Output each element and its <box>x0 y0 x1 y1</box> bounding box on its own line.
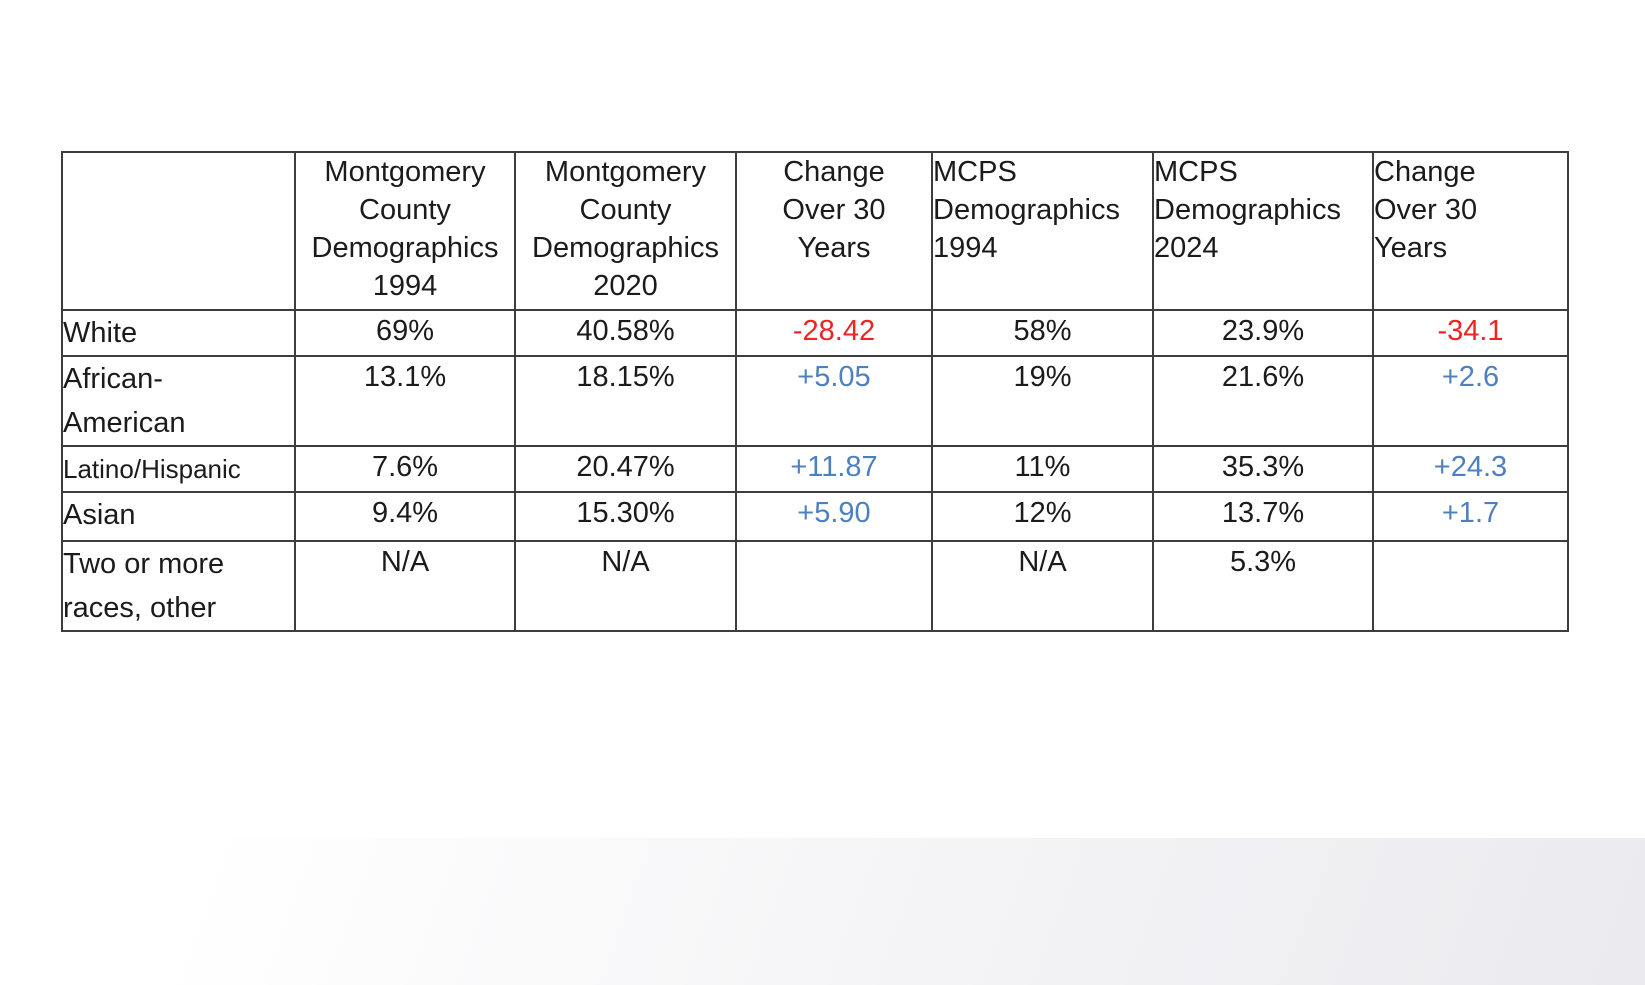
col-header-moco-1994: Montgomery County Demographics 1994 <box>294 151 516 311</box>
cell-latino-mcps-1994: 11% <box>931 445 1154 493</box>
cell-latino-mcps-2024: 35.3% <box>1152 445 1374 493</box>
cell-two-moco-change <box>735 540 933 632</box>
cell-white-mcps-change: -34.1 <box>1372 309 1569 357</box>
cell-latino-moco-1994: 7.6% <box>294 445 516 493</box>
cell-african-mcps-2024: 21.6% <box>1152 355 1374 447</box>
row-label-african-american: African- American <box>61 355 296 447</box>
cell-white-moco-1994: 69% <box>294 309 516 357</box>
table-row-white: White 69% 40.58% -28.42 58% 23.9% -34.1 <box>61 309 1569 357</box>
col-header-mcps-2024: MCPS Demographics 2024 <box>1152 151 1374 311</box>
cell-asian-mcps-1994: 12% <box>931 491 1154 542</box>
table-row-asian: Asian 9.4% 15.30% +5.90 12% 13.7% +1.7 <box>61 491 1569 542</box>
col-header-moco-2020: Montgomery County Demographics 2020 <box>514 151 737 311</box>
cell-two-mcps-2024: 5.3% <box>1152 540 1374 632</box>
cell-two-moco-2020: N/A <box>514 540 737 632</box>
row-label-asian: Asian <box>61 491 296 542</box>
cell-two-moco-1994: N/A <box>294 540 516 632</box>
cell-asian-mcps-change: +1.7 <box>1372 491 1569 542</box>
page-bottom-shading <box>0 838 1645 985</box>
cell-white-moco-2020: 40.58% <box>514 309 737 357</box>
cell-white-mcps-2024: 23.9% <box>1152 309 1374 357</box>
demographics-table: Montgomery County Demographics 1994 Mont… <box>61 151 1569 632</box>
cell-two-mcps-change <box>1372 540 1569 632</box>
row-label-two-or-more: Two or more races, other <box>61 540 296 632</box>
cell-latino-moco-change: +11.87 <box>735 445 933 493</box>
row-label-white: White <box>61 309 296 357</box>
cell-african-moco-change: +5.05 <box>735 355 933 447</box>
col-header-mcps-change: Change Over 30 Years <box>1372 151 1569 311</box>
cell-asian-moco-2020: 15.30% <box>514 491 737 542</box>
cell-african-moco-2020: 18.15% <box>514 355 737 447</box>
row-label-latino-hispanic: Latino/Hispanic <box>61 445 296 493</box>
cell-asian-moco-1994: 9.4% <box>294 491 516 542</box>
cell-african-mcps-1994: 19% <box>931 355 1154 447</box>
header-row: Montgomery County Demographics 1994 Mont… <box>61 151 1569 311</box>
cell-african-mcps-change: +2.6 <box>1372 355 1569 447</box>
table-row-latino-hispanic: Latino/Hispanic 7.6% 20.47% +11.87 11% 3… <box>61 445 1569 493</box>
cell-white-mcps-1994: 58% <box>931 309 1154 357</box>
col-header-mcps-1994: MCPS Demographics 1994 <box>931 151 1154 311</box>
cell-two-mcps-1994: N/A <box>931 540 1154 632</box>
cell-latino-mcps-change: +24.3 <box>1372 445 1569 493</box>
corner-cell <box>61 151 296 311</box>
table-row-two-or-more: Two or more races, other N/A N/A N/A 5.3… <box>61 540 1569 632</box>
cell-asian-mcps-2024: 13.7% <box>1152 491 1374 542</box>
cell-asian-moco-change: +5.90 <box>735 491 933 542</box>
cell-latino-moco-2020: 20.47% <box>514 445 737 493</box>
cell-white-moco-change: -28.42 <box>735 309 933 357</box>
table-row-african-american: African- American 13.1% 18.15% +5.05 19%… <box>61 355 1569 447</box>
col-header-moco-change: Change Over 30 Years <box>735 151 933 311</box>
cell-african-moco-1994: 13.1% <box>294 355 516 447</box>
